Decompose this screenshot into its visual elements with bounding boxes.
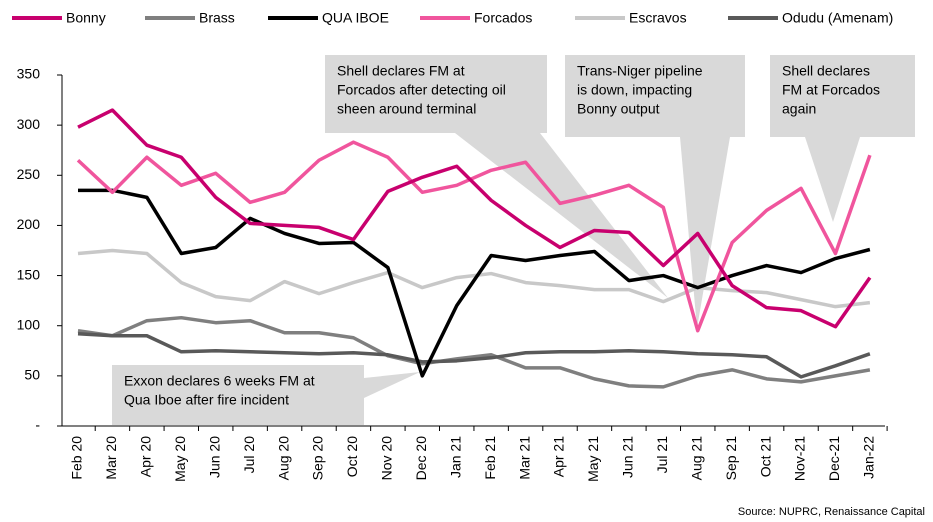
series-line [77, 315, 871, 389]
annotation-text: sheen around terminal [337, 101, 476, 117]
series-line [78, 188, 871, 378]
x-tick-label: Jan-22 [861, 436, 877, 479]
annotation-text: Trans-Niger pipeline [577, 63, 703, 79]
x-tick-label: Nov-21 [792, 436, 808, 481]
x-tick-label: Sep 20 [310, 436, 326, 481]
y-tick-label: 250 [17, 166, 41, 182]
x-tick-label: Jun 21 [620, 436, 636, 478]
annotation-text: Shell declares [782, 63, 870, 79]
legend-label: Bonny [66, 10, 106, 26]
x-tick-label: Aug 21 [688, 436, 704, 481]
x-tick-label: Mar 21 [516, 436, 532, 480]
y-tick-label: 350 [17, 66, 41, 82]
annotation-text: FM at Forcados [782, 82, 880, 98]
series-line [76, 140, 872, 333]
legend-label: Forcados [474, 10, 532, 26]
callout-box [565, 55, 745, 137]
callout-box [770, 55, 915, 137]
x-tick-label: Feb 21 [482, 436, 498, 480]
annotation-text: Qua Iboe after fire incident [124, 392, 289, 408]
x-tick-label: Jul 21 [654, 436, 670, 474]
x-tick-label: May 21 [585, 436, 601, 482]
x-tick-label: Mar 20 [103, 436, 119, 480]
x-tick-label: Jan 21 [447, 436, 463, 478]
x-tick-label: Jul 20 [241, 436, 257, 474]
y-tick-label: 150 [17, 266, 41, 282]
legend-label: Odudu (Amenam) [782, 10, 893, 26]
x-tick-label: Oct 20 [344, 436, 360, 477]
annotation-text: Shell declares FM at [337, 63, 465, 79]
callout-box [112, 365, 364, 425]
x-tick-label: Feb 20 [69, 436, 85, 480]
callout-pointer [680, 137, 730, 328]
callout-pointer [805, 137, 860, 222]
x-tick-label: Dec 20 [413, 436, 429, 481]
y-tick-label: 300 [17, 116, 41, 132]
annotation-text: Exxon declares 6 weeks FM at [124, 373, 315, 389]
source: Source: NUPRC, Renaissance Capital [738, 506, 925, 518]
callout-pointer [364, 372, 420, 398]
legend-label: Escravos [629, 10, 687, 26]
annotation-text: Bonny output [577, 101, 660, 117]
y-tick-label: - [35, 417, 40, 433]
annotation-text: again [782, 101, 816, 117]
x-tick-label: Nov 20 [379, 436, 395, 481]
annotations: Shell declares FM at Forcados after detec… [112, 55, 915, 425]
x-tick-label: Dec-21 [826, 436, 842, 481]
x-tick-label: May 20 [172, 436, 188, 482]
x-tick-label: Apr 21 [551, 436, 567, 477]
series-line [77, 108, 872, 329]
x-tick-label: Sep 21 [723, 436, 739, 481]
y-tick-label: 200 [17, 216, 41, 232]
x-tick-label: Apr 20 [138, 436, 154, 477]
y-tick-label: 50 [24, 367, 40, 383]
legend-label: Brass [199, 10, 235, 26]
x-tick-label: Jun 20 [206, 436, 222, 478]
annotation-text: Forcados after detecting oil [337, 82, 506, 98]
x-tick-label: Oct 21 [757, 436, 773, 477]
annotation-text: is down, impacting [577, 82, 692, 98]
legend-label: QUA IBOE [322, 10, 389, 26]
series-line [77, 331, 871, 379]
y-tick-label: 100 [17, 316, 41, 332]
callout-pointer [455, 133, 668, 298]
callout-box [325, 55, 547, 133]
x-tick-label: Aug 20 [275, 436, 291, 481]
